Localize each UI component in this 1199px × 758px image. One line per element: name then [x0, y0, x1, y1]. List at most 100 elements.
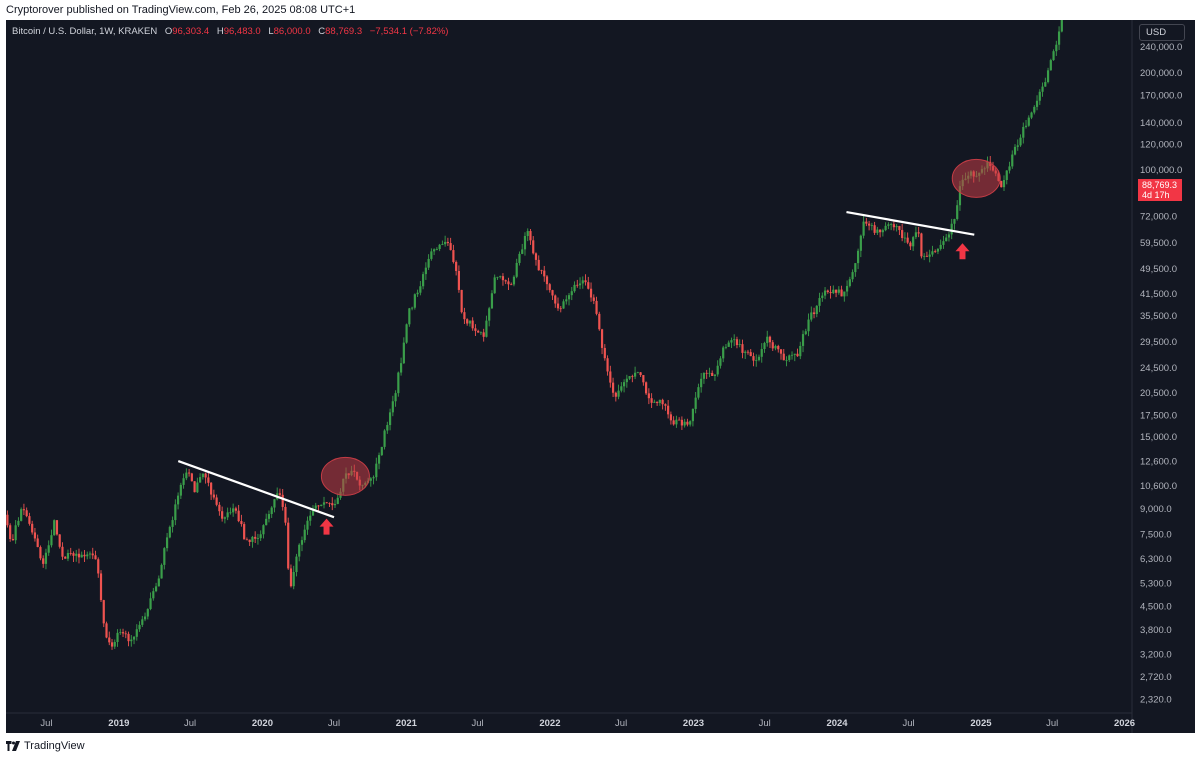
candle — [262, 524, 265, 539]
candle-body — [556, 303, 560, 309]
candle — [881, 228, 884, 237]
publish-header: Cryptorover published on TradingView.com… — [6, 4, 356, 16]
symbol-name[interactable]: Bitcoin / U.S. Dollar, 1W, KRAKEN — [12, 26, 158, 37]
price-axis-label: 4,500.0 — [1140, 601, 1172, 612]
close-label: C — [318, 26, 326, 37]
price-axis-label: 10,600.0 — [1140, 481, 1177, 492]
candle-body — [430, 251, 433, 259]
candle — [689, 420, 692, 427]
price-axis-label: 9,000.0 — [1140, 504, 1172, 515]
candle-body — [628, 376, 631, 379]
candle — [55, 519, 59, 536]
candle — [928, 249, 931, 263]
candle-body — [609, 371, 612, 383]
price-axis-label: 7,500.0 — [1140, 529, 1172, 540]
candle-body — [854, 263, 857, 273]
candle-body — [234, 508, 238, 511]
currency-button[interactable]: USD — [1139, 24, 1185, 41]
time-axis-label: Jul — [1046, 718, 1058, 729]
candle-body — [642, 375, 645, 383]
candle — [947, 232, 951, 242]
candle-body — [190, 473, 193, 482]
candle — [154, 582, 158, 593]
candle — [20, 507, 23, 522]
candle-body — [887, 224, 890, 226]
candle — [1024, 119, 1028, 129]
candle-body — [311, 508, 315, 516]
candle — [837, 286, 840, 295]
candle-body — [567, 295, 571, 300]
candle — [218, 501, 221, 516]
candle-body — [1044, 82, 1047, 87]
candle-body — [422, 274, 425, 287]
candle-body — [499, 276, 502, 277]
candle-body — [265, 518, 268, 526]
candle-body — [424, 267, 427, 275]
price-axis-label: 24,500.0 — [1140, 363, 1177, 374]
candle-body — [55, 520, 59, 535]
chart-canvas[interactable]: 240,000.0 200,000.0 170,000.0 140,000.0 120,… — [6, 20, 1195, 733]
candle-body — [479, 332, 483, 334]
candle-body — [683, 421, 686, 426]
candle-body — [956, 205, 959, 220]
candle — [273, 498, 276, 513]
high-value: 96,483.0 — [223, 26, 261, 37]
candle-body — [138, 624, 141, 630]
candle — [1041, 82, 1044, 97]
candle-body — [826, 290, 829, 293]
candle — [306, 516, 309, 535]
candle — [788, 354, 791, 362]
candle-body — [694, 397, 697, 409]
candle-body — [832, 289, 835, 294]
candle-body — [256, 538, 260, 539]
candle — [622, 379, 626, 393]
candle — [664, 403, 667, 411]
candle — [807, 313, 810, 337]
candle — [132, 636, 136, 645]
candle — [512, 275, 516, 287]
candle-body — [711, 372, 714, 376]
candle-body — [837, 289, 840, 293]
candle — [1000, 180, 1003, 188]
candle — [444, 235, 447, 247]
candle — [482, 328, 485, 342]
candle — [422, 271, 425, 290]
candle-body — [369, 478, 372, 481]
candle — [584, 274, 587, 286]
tradingview-logo-icon[interactable] — [6, 741, 20, 751]
candle-body — [64, 556, 67, 559]
candle-body — [44, 552, 48, 564]
candle — [733, 334, 736, 347]
candle-body — [333, 503, 337, 506]
candle — [744, 350, 747, 360]
candle-body — [17, 520, 20, 526]
candle — [119, 628, 122, 635]
footer-brand[interactable]: TradingView — [24, 740, 85, 752]
candle — [42, 555, 45, 568]
candle — [9, 523, 12, 542]
candle-body — [669, 414, 672, 421]
candle-body — [510, 284, 513, 286]
candle-body — [801, 334, 805, 346]
candle — [749, 349, 752, 357]
candle-body — [391, 401, 394, 413]
candle-body — [680, 419, 683, 426]
candle — [328, 502, 331, 507]
chart-frame[interactable]: 240,000.0 200,000.0 170,000.0 140,000.0 120,… — [6, 20, 1195, 733]
candle — [1013, 144, 1017, 156]
candle-body — [1049, 60, 1052, 71]
candle — [141, 615, 144, 628]
candle — [942, 235, 945, 249]
candle-body — [713, 374, 717, 376]
candle-body — [716, 365, 719, 375]
candle-body — [251, 536, 254, 542]
candle-body — [578, 283, 582, 286]
candle — [779, 349, 783, 360]
candle — [413, 293, 416, 310]
candle — [518, 251, 521, 266]
candle-body — [215, 497, 218, 505]
candle — [174, 499, 177, 526]
candle — [645, 381, 648, 396]
candle — [77, 548, 81, 564]
last-price-countdown: 4d 17h — [1142, 190, 1170, 200]
